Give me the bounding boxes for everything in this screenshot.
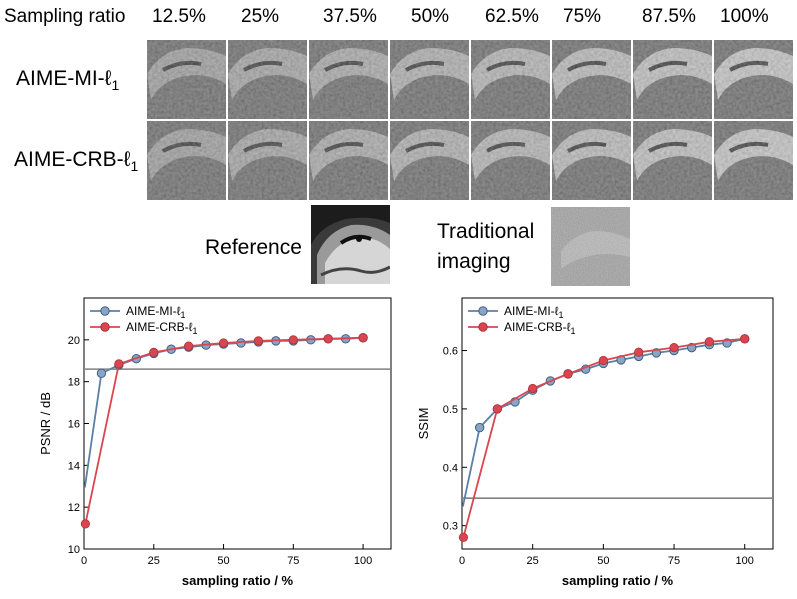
ratio-header-7: 100%: [720, 6, 769, 27]
reconstruction-tile: [228, 121, 307, 200]
data-point-crb: [149, 347, 159, 357]
y-tick-label: 0.5: [443, 404, 458, 416]
data-point-crb: [634, 347, 644, 357]
x-tick-label: 50: [217, 555, 229, 567]
x-tick-label: 25: [527, 555, 539, 567]
reconstruction-tile: [471, 40, 550, 119]
reconstruction-tile: [714, 40, 793, 119]
ratio-header-6: 87.5%: [642, 6, 696, 27]
series-line-ssim-1: [462, 338, 745, 539]
ratio-header-3: 50%: [411, 6, 450, 27]
reconstruction-tile: [309, 40, 388, 119]
legend-label-0: AIME-MI-ℓ1: [126, 304, 186, 320]
x-tick-label: 50: [597, 555, 609, 567]
data-point-crb: [80, 519, 90, 529]
ratio-header-1: 25%: [241, 6, 280, 27]
x-tick-label: 25: [148, 555, 160, 567]
data-point-crb: [740, 334, 750, 344]
data-point-crb: [323, 334, 333, 344]
data-point-crb: [218, 338, 229, 348]
y-tick-label: 16: [68, 419, 80, 431]
x-tick-label: 100: [736, 555, 754, 567]
series-line-psnr-0: [83, 336, 364, 488]
x-axis-label: sampling ratio / %: [562, 573, 674, 588]
y-axis-label: SSIM: [416, 408, 431, 440]
y-tick-label: 18: [68, 377, 80, 389]
reconstruction-tile: [552, 40, 631, 119]
reconstruction-tile: [147, 40, 226, 119]
data-point-crb: [184, 341, 194, 351]
reconstruction-tile: [390, 40, 469, 119]
data-point-crb: [288, 335, 298, 345]
data-point-crb: [253, 336, 264, 346]
data-point-crb: [358, 333, 368, 343]
x-tick-label: 75: [668, 555, 680, 567]
legend-label-1: AIME-CRB-ℓ1: [126, 320, 198, 336]
y-tick-label: 12: [68, 502, 80, 514]
reconstruction-tile: [633, 40, 712, 119]
plot-frame: [461, 297, 774, 550]
data-point-mi: [474, 422, 485, 433]
x-tick-label: 100: [354, 555, 372, 567]
x-axis-label: sampling ratio / %: [182, 573, 294, 588]
reconstruction-tile: [633, 121, 712, 200]
legend-label-1: AIME-CRB-ℓ1: [504, 320, 576, 336]
ssim-chart: 0 25 50 75 100 0.3 0.4 0.5 0.6 sampling ratio / %…: [416, 297, 774, 588]
reconstruction-tile: [228, 40, 307, 119]
x-tick-label: 75: [287, 555, 299, 567]
data-point-crb: [458, 532, 469, 542]
reference-label: Reference: [205, 236, 302, 259]
data-point-crb: [492, 404, 502, 414]
ratio-header-4: 62.5%: [485, 6, 539, 27]
ratio-header-5: 75%: [563, 6, 602, 27]
legend-marker-0: [478, 306, 488, 316]
y-tick-label: 0.6: [443, 346, 458, 358]
reference-image: [311, 205, 390, 284]
reconstruction-tile: [390, 121, 469, 200]
legend-marker-1: [100, 322, 110, 332]
reconstruction-tile: [147, 121, 226, 200]
traditional-imaging-image: [551, 207, 630, 286]
ratio-header-0: 12.5%: [152, 6, 206, 27]
x-tick-label: 0: [81, 555, 87, 567]
data-point-crb: [704, 337, 714, 347]
data-point-crb: [114, 359, 124, 369]
y-axis-label: PSNR / dB: [38, 392, 53, 455]
data-point-crb: [598, 355, 608, 366]
row-label-aime-crb: AIME-CRB-ℓ1: [14, 148, 139, 175]
reconstruction-tile: [309, 121, 388, 200]
y-tick-label: 10: [68, 544, 80, 556]
legend-marker-0: [100, 306, 110, 316]
reconstruction-tile: [471, 121, 550, 200]
y-tick-label: 0.4: [443, 462, 458, 474]
legend-marker-1: [478, 322, 488, 332]
data-point-crb: [563, 369, 573, 379]
row-label-aime-mi: AIME-MI-ℓ1: [16, 67, 120, 94]
reconstruction-tile: [552, 121, 631, 200]
reconstruction-tile: [714, 121, 793, 200]
x-tick-label: 0: [459, 555, 465, 567]
psnr-chart: 0 25 50 75 100 10 12 14 16 18 20 sampling ratio / %…: [38, 297, 392, 588]
y-tick-label: 14: [68, 460, 80, 472]
ratio-header-2: 37.5%: [323, 6, 377, 27]
data-point-crb: [669, 343, 679, 353]
y-tick-label: 0.3: [443, 521, 458, 533]
data-point-mi: [96, 368, 107, 379]
y-tick-label: 20: [68, 335, 80, 347]
series-line-psnr-1: [84, 336, 364, 525]
sampling-ratio-label: Sampling ratio: [4, 6, 126, 27]
traditional-imaging-label: Traditional imaging: [437, 220, 535, 273]
data-point-crb: [528, 383, 538, 394]
legend-label-0: AIME-MI-ℓ1: [504, 304, 564, 320]
